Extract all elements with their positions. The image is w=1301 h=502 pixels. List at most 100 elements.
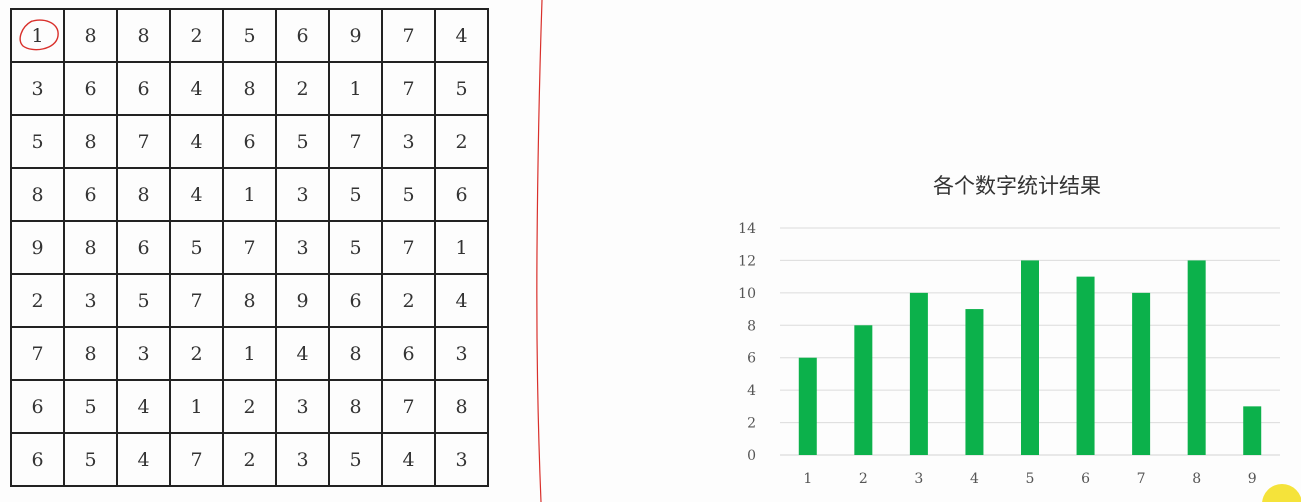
x-tick-label: 1 xyxy=(803,471,812,487)
grid-cell: 8 xyxy=(116,167,171,222)
grid-cell: 4 xyxy=(169,114,224,169)
grid-cell: 5 xyxy=(63,379,118,434)
bar xyxy=(798,357,817,455)
grid-cell: 4 xyxy=(116,379,171,434)
y-tick-label: 10 xyxy=(738,286,756,302)
grid-cell: 6 xyxy=(63,167,118,222)
bar xyxy=(854,325,873,455)
grid-cell: 7 xyxy=(381,61,436,116)
grid-cell: 6 xyxy=(10,432,65,487)
grid-cell: 2 xyxy=(10,273,65,328)
grid-cell: 5 xyxy=(63,432,118,487)
bar xyxy=(1132,292,1151,455)
grid-cell: 3 xyxy=(381,114,436,169)
grid-cell: 3 xyxy=(63,273,118,328)
grid-cell: 4 xyxy=(169,61,224,116)
grid-cell: 7 xyxy=(169,273,224,328)
grid-cell: 6 xyxy=(10,379,65,434)
grid-cell: 5 xyxy=(275,114,330,169)
y-tick-label: 4 xyxy=(747,383,756,399)
grid-cell: 2 xyxy=(222,432,277,487)
grid-cell: 7 xyxy=(328,114,383,169)
y-tick-label: 2 xyxy=(747,416,756,432)
y-tick-label: 12 xyxy=(738,253,756,269)
grid-cell: 8 xyxy=(63,114,118,169)
x-tick-label: 9 xyxy=(1248,471,1257,487)
grid-cell: 1 xyxy=(328,61,383,116)
grid-cell: 8 xyxy=(116,8,171,63)
grid-cell: 7 xyxy=(381,220,436,275)
x-tick-label: 5 xyxy=(1026,471,1035,487)
grid-cell: 7 xyxy=(381,8,436,63)
grid-cell: 2 xyxy=(434,114,489,169)
grid-cell: 8 xyxy=(10,167,65,222)
grid-cell: 8 xyxy=(434,379,489,434)
grid-cell: 8 xyxy=(63,220,118,275)
grid-cell: 2 xyxy=(169,326,224,381)
grid-cell: 5 xyxy=(328,220,383,275)
x-tick-label: 4 xyxy=(970,471,979,487)
chart-title: 各个数字统计结果 xyxy=(933,174,1101,198)
bar xyxy=(1021,260,1039,455)
grid-cell: 3 xyxy=(275,167,330,222)
grid-cell: 6 xyxy=(116,220,171,275)
grid-cell: 8 xyxy=(63,8,118,63)
bar xyxy=(909,292,928,455)
grid-cell: 2 xyxy=(381,273,436,328)
grid-cell: 6 xyxy=(116,61,171,116)
grid-cell: 2 xyxy=(169,8,224,63)
grid-cell: 3 xyxy=(434,326,489,381)
bar xyxy=(965,309,984,455)
x-tick-label: 2 xyxy=(859,471,868,487)
grid-cell: 2 xyxy=(222,379,277,434)
grid-cell: 8 xyxy=(63,326,118,381)
bars xyxy=(798,260,1262,455)
grid-cell: 8 xyxy=(328,326,383,381)
grid-cell: 6 xyxy=(328,273,383,328)
grid-cell: 3 xyxy=(116,326,171,381)
grid-cell: 8 xyxy=(222,273,277,328)
grid-cell: 6 xyxy=(63,61,118,116)
grid-cell: 7 xyxy=(169,432,224,487)
circle-annotation xyxy=(19,19,59,51)
grid-cell: 5 xyxy=(222,8,277,63)
grid-cell: 1 xyxy=(169,379,224,434)
grid-cell: 7 xyxy=(381,379,436,434)
x-axis: 1 2 3 4 5 6 7 8 9 xyxy=(803,471,1256,487)
grid-cell: 5 xyxy=(434,61,489,116)
grid-cell: 7 xyxy=(10,326,65,381)
grid-cell: 5 xyxy=(169,220,224,275)
y-axis: 0 2 4 6 8 10 12 14 xyxy=(738,221,756,464)
grid-cell: 6 xyxy=(222,114,277,169)
grid-cell: 6 xyxy=(434,167,489,222)
grid-cell: 5 xyxy=(116,273,171,328)
grid-cell: 1 xyxy=(434,220,489,275)
grid-cell: 4 xyxy=(275,326,330,381)
grid-cell: 9 xyxy=(10,220,65,275)
grid-cell: 4 xyxy=(381,432,436,487)
y-tick-label: 0 xyxy=(747,448,756,464)
grid-cell: 9 xyxy=(275,273,330,328)
bar xyxy=(1243,406,1262,455)
grid-cell: 2 xyxy=(275,61,330,116)
grid-cell: 7 xyxy=(116,114,171,169)
x-tick-label: 8 xyxy=(1192,471,1201,487)
grid-cell: 8 xyxy=(222,61,277,116)
y-tick-label: 8 xyxy=(747,318,756,334)
grid-cell: 1 xyxy=(222,326,277,381)
cursor-highlight xyxy=(1262,484,1301,502)
x-tick-label: 7 xyxy=(1137,471,1146,487)
divider-line xyxy=(536,0,543,502)
grid-cell: 9 xyxy=(328,8,383,63)
grid-cell: 4 xyxy=(116,432,171,487)
